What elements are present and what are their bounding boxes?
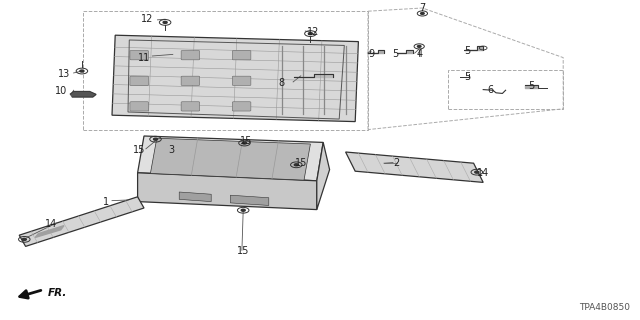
FancyBboxPatch shape bbox=[232, 51, 251, 60]
FancyBboxPatch shape bbox=[181, 76, 200, 85]
Text: 10: 10 bbox=[54, 86, 67, 96]
Text: FR.: FR. bbox=[48, 288, 67, 298]
Polygon shape bbox=[138, 173, 317, 210]
Text: 8: 8 bbox=[278, 78, 285, 88]
FancyBboxPatch shape bbox=[130, 102, 148, 111]
FancyBboxPatch shape bbox=[130, 76, 148, 85]
Circle shape bbox=[241, 209, 245, 211]
Text: 7: 7 bbox=[419, 3, 426, 13]
Text: TPA4B0850: TPA4B0850 bbox=[579, 303, 630, 312]
Text: 15: 15 bbox=[240, 136, 253, 146]
Polygon shape bbox=[112, 35, 358, 122]
Text: 9: 9 bbox=[368, 49, 374, 60]
Text: 11: 11 bbox=[138, 52, 150, 63]
Text: 5: 5 bbox=[528, 81, 534, 92]
Text: 15: 15 bbox=[237, 246, 250, 256]
Polygon shape bbox=[346, 152, 483, 182]
Circle shape bbox=[163, 21, 167, 23]
Text: 1: 1 bbox=[102, 196, 109, 207]
Text: 6: 6 bbox=[488, 84, 494, 95]
Text: 12: 12 bbox=[141, 14, 154, 24]
Text: 5: 5 bbox=[464, 46, 470, 56]
Circle shape bbox=[154, 138, 157, 140]
Text: 14: 14 bbox=[45, 219, 58, 229]
Polygon shape bbox=[317, 142, 330, 210]
Polygon shape bbox=[397, 50, 413, 53]
FancyBboxPatch shape bbox=[232, 102, 251, 111]
Text: 5: 5 bbox=[464, 72, 470, 82]
FancyBboxPatch shape bbox=[130, 51, 148, 60]
Polygon shape bbox=[368, 50, 384, 53]
Circle shape bbox=[475, 171, 479, 173]
Polygon shape bbox=[19, 197, 144, 246]
Circle shape bbox=[294, 164, 298, 166]
Text: 5: 5 bbox=[392, 49, 398, 60]
Text: 14: 14 bbox=[477, 168, 490, 178]
Circle shape bbox=[308, 33, 312, 35]
Text: 15: 15 bbox=[294, 158, 307, 168]
Text: 13: 13 bbox=[58, 68, 70, 79]
Circle shape bbox=[417, 45, 421, 47]
Polygon shape bbox=[35, 226, 64, 237]
Text: 12: 12 bbox=[307, 27, 320, 37]
Polygon shape bbox=[230, 195, 269, 205]
Polygon shape bbox=[179, 192, 211, 202]
FancyBboxPatch shape bbox=[181, 102, 200, 111]
Text: 3: 3 bbox=[168, 145, 175, 156]
Circle shape bbox=[420, 12, 424, 14]
FancyBboxPatch shape bbox=[232, 76, 251, 85]
Text: 2: 2 bbox=[394, 158, 400, 168]
Polygon shape bbox=[294, 74, 333, 77]
Polygon shape bbox=[70, 92, 96, 97]
Text: 4: 4 bbox=[416, 49, 422, 60]
Polygon shape bbox=[138, 136, 323, 181]
Circle shape bbox=[243, 142, 246, 144]
Circle shape bbox=[22, 238, 26, 240]
Circle shape bbox=[80, 70, 84, 72]
Polygon shape bbox=[464, 46, 483, 50]
Polygon shape bbox=[150, 138, 310, 180]
Text: 15: 15 bbox=[133, 145, 146, 156]
FancyBboxPatch shape bbox=[181, 51, 200, 60]
